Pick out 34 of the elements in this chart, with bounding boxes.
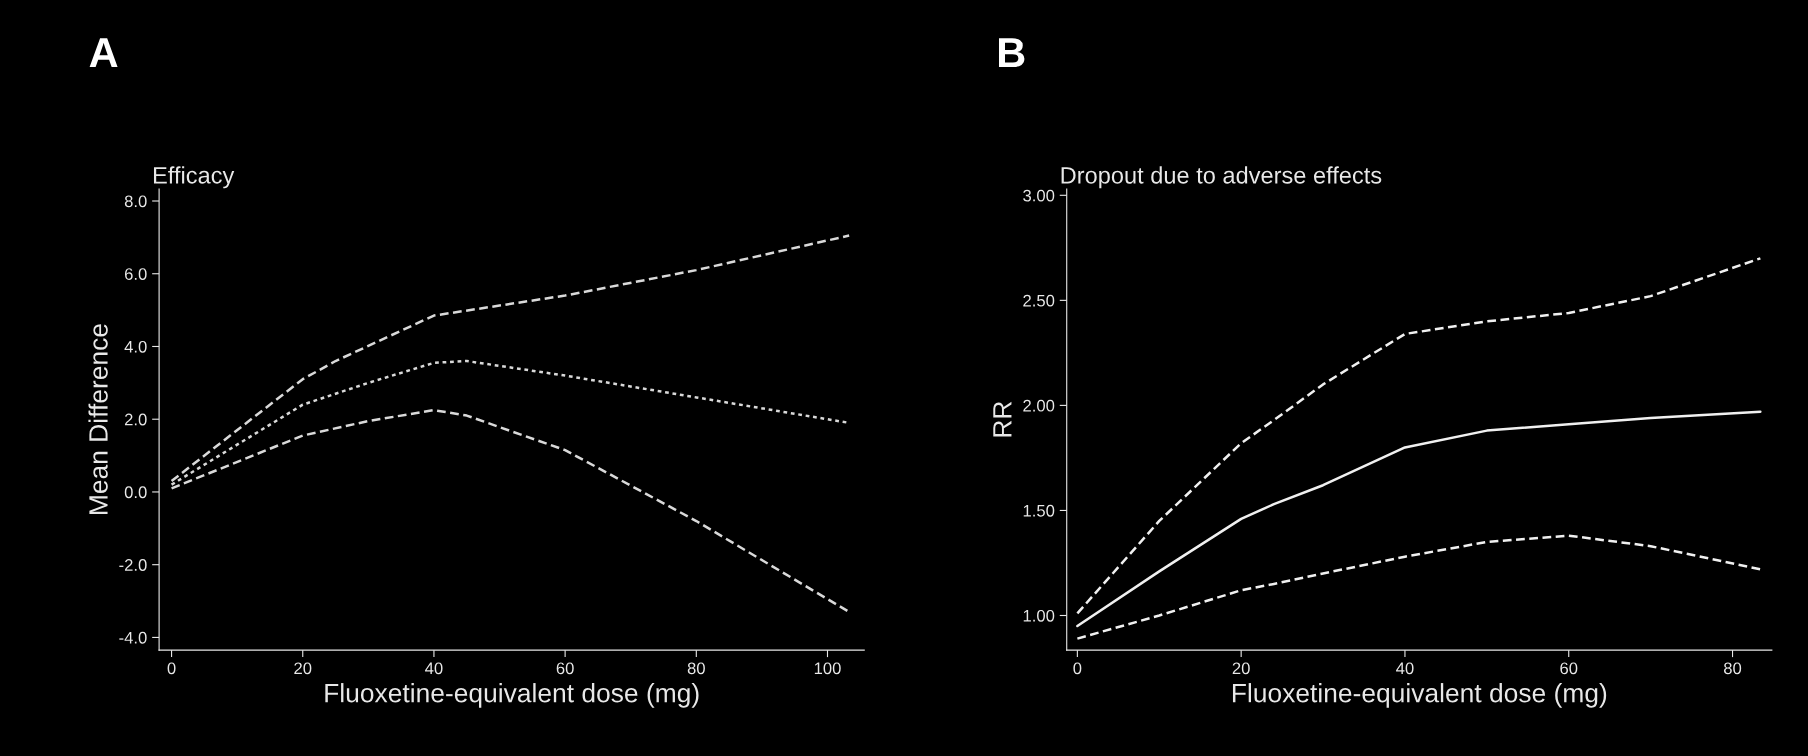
x-tick-label: 40 [425,662,443,675]
y-tick-label: 3.00 [1023,189,1055,202]
x-tick-label: 80 [1723,662,1742,675]
x-tick-label: 80 [687,662,705,675]
line-series [1076,534,1762,640]
chart-title: Efficacy [153,166,235,189]
x-axis-title: Fluoxetine-equivalent dose (mg) [325,683,699,708]
y-tick-label: -2.0 [119,559,147,571]
x-axis-title: Fluoxetine-equivalent dose (mg) [1232,683,1607,708]
text: A [89,38,118,68]
y-tick-label: 1.00 [1023,609,1055,622]
x-tick-label: 20 [1232,662,1250,675]
y-tick-label: 8.0 [124,195,147,208]
y-tick-label: 4.0 [124,340,147,353]
x-tick-label: 0 [167,662,176,675]
chart-title: Dropout due to adverse effects [1061,166,1382,189]
y-tick-label: 1.50 [1023,504,1055,517]
y-tick-label: -4.0 [119,631,147,644]
x-tick-label: 40 [1396,662,1414,675]
y-tick-label: 2.0 [124,413,147,426]
text: B [998,38,1025,68]
y-tick-label: 2.00 [1023,399,1055,412]
line-series [1076,257,1762,615]
x-tick-label: 0 [1073,662,1082,675]
line-series [1076,410,1762,628]
y-tick-label: 6.0 [124,268,147,280]
x-tick-label: 60 [1560,662,1578,675]
y-tick-label: 2.50 [1023,294,1055,307]
x-tick-label: 60 [556,662,574,675]
y-axis-title: Mean Difference [88,324,108,514]
x-tick-label: 100 [814,662,841,675]
x-tick-label: 20 [294,662,312,675]
y-axis-title: RR [993,401,1012,437]
y-tick-label: 0.0 [124,486,147,499]
